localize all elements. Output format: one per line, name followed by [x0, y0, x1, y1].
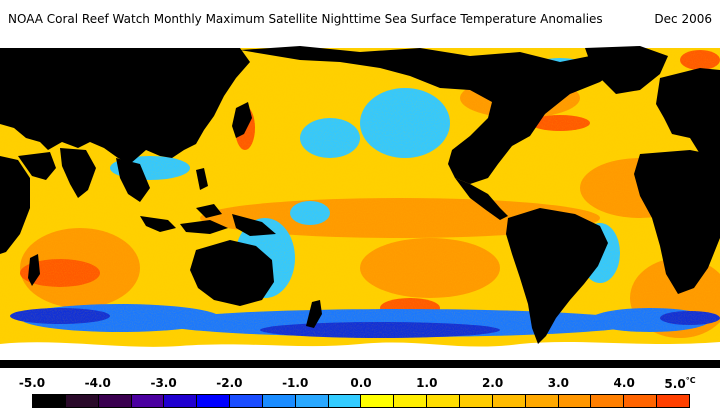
- colorbar-tick: 3.0: [547, 376, 570, 390]
- colorbar-swatch: [98, 395, 132, 407]
- colorbar-swatch: [459, 395, 493, 407]
- land-antarctica: [0, 360, 720, 368]
- colorbar-swatch: [33, 395, 66, 407]
- colorbar-swatch: [197, 395, 231, 407]
- land-philippines: [196, 168, 208, 190]
- land-arabia: [18, 152, 56, 180]
- land-europe: [656, 68, 720, 158]
- map-title: NOAA Coral Reef Watch Monthly Maximum Sa…: [8, 12, 603, 26]
- colorbar-tick: 0.0: [350, 376, 372, 390]
- colorbar-swatch: [624, 395, 658, 407]
- sst-anomaly-map: [0, 38, 720, 368]
- land-japan: [232, 102, 252, 138]
- colorbar-tick: -5.0: [18, 376, 46, 390]
- map-date: Dec 2006: [654, 12, 712, 26]
- colorbar-swatch: [558, 395, 592, 407]
- colorbar-swatch: [295, 395, 329, 407]
- colorbar-swatch: [525, 395, 559, 407]
- colorbar-tick: -4.0: [84, 376, 111, 390]
- land-australia: [190, 240, 274, 306]
- land-south-america: [506, 208, 608, 344]
- land-indonesia: [140, 204, 276, 236]
- colorbar-swatch: [328, 395, 362, 407]
- temperature-unit: °C: [685, 376, 696, 385]
- land-new-zealand: [306, 300, 322, 328]
- colorbar-swatch: [492, 395, 526, 407]
- colorbar-ticks: -5.0 -4.0 -3.0 -2.0 -1.0 0.0 1.0 2.0 3.0…: [0, 376, 720, 392]
- colorbar-swatch: [65, 395, 99, 407]
- land-greenland: [585, 46, 668, 94]
- colorbar-swatch: [164, 395, 198, 407]
- colorbar-swatch: [230, 395, 263, 407]
- land-central-america: [455, 178, 508, 220]
- colorbar-tick-max: 5.0°C: [664, 376, 696, 391]
- land-africa-west: [0, 156, 30, 254]
- colorbar-swatch: [131, 395, 165, 407]
- map-svg: [0, 38, 720, 368]
- land-india: [60, 148, 96, 198]
- land-africa: [634, 150, 720, 294]
- map-title-bar: NOAA Coral Reef Watch Monthly Maximum Sa…: [8, 6, 712, 32]
- colorbar-swatch: [394, 395, 428, 407]
- colorbar-tick: 1.0: [416, 376, 438, 390]
- anomaly-colorbar: [32, 394, 690, 408]
- colorbar-swatch: [591, 395, 625, 407]
- colorbar-tick: -2.0: [216, 376, 243, 390]
- colorbar-tick: 4.0: [613, 376, 635, 390]
- colorbar-swatch: [262, 395, 296, 407]
- colorbar-tick: 2.0: [481, 376, 504, 390]
- land-masses: [0, 46, 720, 368]
- land-southeast-asia: [116, 158, 150, 202]
- colorbar-swatch: [427, 395, 460, 407]
- land-madagascar: [28, 254, 40, 286]
- colorbar-swatch: [657, 395, 689, 407]
- colorbar-swatch: [361, 395, 395, 407]
- land-eurasia: [0, 48, 250, 164]
- land-north-america: [240, 46, 620, 184]
- colorbar-tick: -1.0: [282, 376, 309, 390]
- colorbar-tick: -3.0: [150, 376, 177, 390]
